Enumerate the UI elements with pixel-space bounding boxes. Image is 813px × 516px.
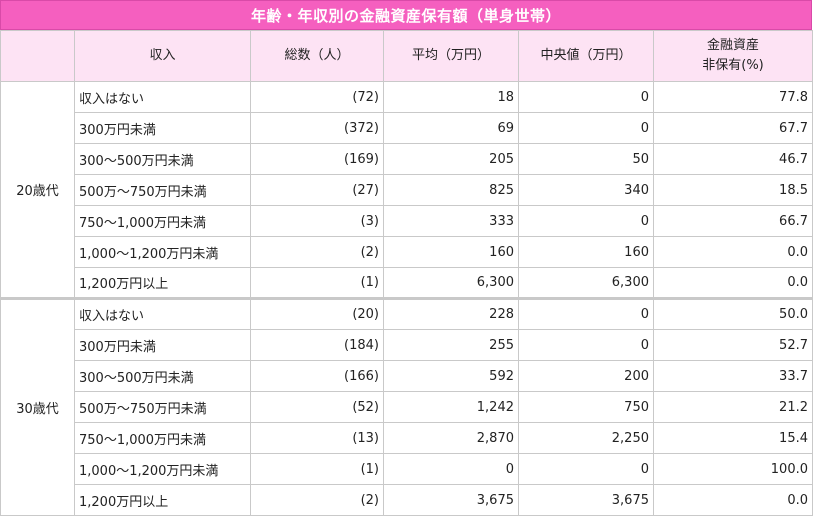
mean-cell: 592: [383, 360, 519, 392]
table-body: 20歳代 収入はない (72) 18 0 77.8 300万円未満 (372) 69 0 67.7 3…: [0, 81, 813, 516]
income-cell: 300～500万円未満: [74, 360, 251, 392]
age-group-cell: 20歳代: [0, 81, 75, 299]
median-cell: 50: [518, 143, 654, 175]
table-row: 500万～750万円未満 (27) 825 340 18.5: [1, 174, 813, 206]
median-cell: 160: [518, 236, 654, 268]
table-title: 年齢・年収別の金融資産保有額（単身世帯）: [0, 0, 812, 30]
no-holdings-cell: 15.4: [653, 422, 813, 454]
median-cell: 0: [518, 453, 654, 485]
count-cell: (3): [250, 205, 384, 237]
header-no-holdings: 金融資産 非保有(%): [653, 30, 813, 82]
median-cell: 0: [518, 112, 654, 144]
age-group-cell: 30歳代: [0, 297, 75, 516]
mean-cell: 2,870: [383, 422, 519, 454]
mean-cell: 18: [383, 81, 519, 113]
income-cell: 1,200万円以上: [74, 484, 251, 516]
median-cell: 2,250: [518, 422, 654, 454]
income-cell: 1,000～1,200万円未満: [74, 236, 251, 268]
header-count: 総数（人）: [250, 30, 384, 82]
count-cell: (2): [250, 236, 384, 268]
median-cell: 0: [518, 205, 654, 237]
no-holdings-cell: 46.7: [653, 143, 813, 175]
income-cell: 500万～750万円未満: [74, 174, 251, 206]
median-cell: 6,300: [518, 267, 654, 299]
no-holdings-cell: 66.7: [653, 205, 813, 237]
table-row: 1,000～1,200万円未満 (1) 0 0 100.0: [1, 453, 813, 485]
income-cell: 500万～750万円未満: [74, 391, 251, 423]
mean-cell: 825: [383, 174, 519, 206]
count-cell: (1): [250, 453, 384, 485]
table-row: 1,200万円以上 (1) 6,300 6,300 0.0: [1, 267, 813, 299]
income-cell: 収入はない: [74, 81, 251, 113]
mean-cell: 160: [383, 236, 519, 268]
mean-cell: 0: [383, 453, 519, 485]
count-cell: (72): [250, 81, 384, 113]
mean-cell: 69: [383, 112, 519, 144]
count-cell: (27): [250, 174, 384, 206]
table-row: 300万円未満 (184) 255 0 52.7: [1, 329, 813, 361]
mean-cell: 1,242: [383, 391, 519, 423]
no-holdings-cell: 33.7: [653, 360, 813, 392]
income-cell: 1,000～1,200万円未満: [74, 453, 251, 485]
median-cell: 0: [518, 81, 654, 113]
mean-cell: 228: [383, 297, 519, 330]
median-cell: 750: [518, 391, 654, 423]
count-cell: (184): [250, 329, 384, 361]
income-cell: 300万円未満: [74, 329, 251, 361]
header-no-holdings-line2: 非保有(%): [702, 58, 764, 73]
no-holdings-cell: 18.5: [653, 174, 813, 206]
count-cell: (169): [250, 143, 384, 175]
table-row: 750～1,000万円未満 (13) 2,870 2,250 15.4: [1, 422, 813, 454]
header-income: 収入: [74, 30, 251, 82]
median-cell: 0: [518, 297, 654, 330]
header-corner-cell: [0, 30, 75, 82]
income-cell: 1,200万円以上: [74, 267, 251, 299]
table-row: 300万円未満 (372) 69 0 67.7: [1, 112, 813, 144]
table-row: 20歳代 収入はない (72) 18 0 77.8: [0, 81, 813, 299]
no-holdings-cell: 0.0: [653, 484, 813, 516]
table-row: 750～1,000万円未満 (3) 333 0 66.7: [1, 205, 813, 237]
median-cell: 3,675: [518, 484, 654, 516]
no-holdings-cell: 67.7: [653, 112, 813, 144]
table-row: 1,200万円以上 (2) 3,675 3,675 0.0: [1, 484, 813, 516]
count-cell: (13): [250, 422, 384, 454]
mean-cell: 205: [383, 143, 519, 175]
income-cell: 750～1,000万円未満: [74, 205, 251, 237]
count-cell: (166): [250, 360, 384, 392]
header-mean: 平均（万円）: [383, 30, 519, 82]
header-row: 収入 総数（人） 平均（万円） 中央値（万円） 金融資産 非保有(%): [0, 30, 813, 82]
no-holdings-cell: 52.7: [653, 329, 813, 361]
mean-cell: 255: [383, 329, 519, 361]
count-cell: (52): [250, 391, 384, 423]
count-cell: (20): [250, 297, 384, 330]
no-holdings-cell: 0.0: [653, 267, 813, 299]
header-no-holdings-line1: 金融資産: [706, 38, 759, 53]
count-cell: (372): [250, 112, 384, 144]
assets-table: 収入 総数（人） 平均（万円） 中央値（万円） 金融資産 非保有(%) 20歳代…: [0, 30, 813, 516]
table-row: 300～500万円未満 (169) 205 50 46.7: [1, 143, 813, 175]
income-cell: 750～1,000万円未満: [74, 422, 251, 454]
table-row: 300～500万円未満 (166) 592 200 33.7: [1, 360, 813, 392]
income-cell: 300万円未満: [74, 112, 251, 144]
mean-cell: 6,300: [383, 267, 519, 299]
count-cell: (2): [250, 484, 384, 516]
mean-cell: 333: [383, 205, 519, 237]
no-holdings-cell: 21.2: [653, 391, 813, 423]
no-holdings-cell: 100.0: [653, 453, 813, 485]
header-median: 中央値（万円）: [518, 30, 654, 82]
median-cell: 340: [518, 174, 654, 206]
mean-cell: 3,675: [383, 484, 519, 516]
median-cell: 0: [518, 329, 654, 361]
table-row: 30歳代 収入はない (20) 228 0 50.0: [0, 297, 813, 516]
no-holdings-cell: 77.8: [653, 81, 813, 113]
table-row: 500万～750万円未満 (52) 1,242 750 21.2: [1, 391, 813, 423]
income-cell: 300～500万円未満: [74, 143, 251, 175]
no-holdings-cell: 50.0: [653, 297, 813, 330]
income-cell: 収入はない: [74, 297, 251, 330]
no-holdings-cell: 0.0: [653, 236, 813, 268]
table-row: 1,000～1,200万円未満 (2) 160 160 0.0: [1, 236, 813, 268]
median-cell: 200: [518, 360, 654, 392]
count-cell: (1): [250, 267, 384, 299]
